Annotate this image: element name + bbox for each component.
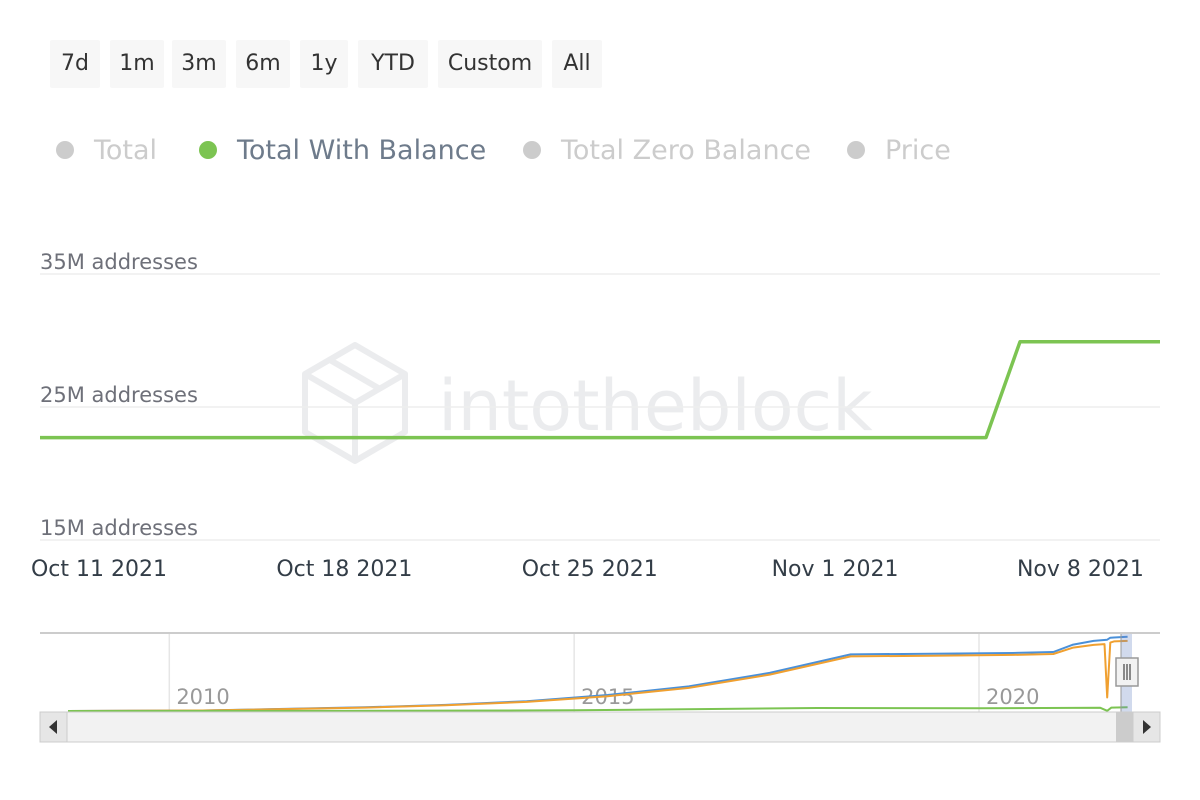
range-button-all[interactable]: All (552, 40, 602, 88)
legend-marker-icon (56, 141, 74, 159)
legend-item-price[interactable]: Price (847, 128, 951, 172)
legend-item-total-with-balance[interactable]: Total With Balance (199, 128, 486, 172)
scrollbar-thumb[interactable] (1116, 712, 1133, 742)
legend-item-total[interactable]: Total (56, 128, 157, 172)
x-tick-label: Oct 25 2021 (522, 557, 658, 582)
x-tick-label: Oct 11 2021 (31, 557, 167, 582)
range-button-7d[interactable]: 7d (50, 40, 100, 88)
watermark-text: intotheblock (438, 365, 873, 447)
navigator: 2010 2015 2020 (40, 632, 1160, 712)
legend-item-total-zero-balance[interactable]: Total Zero Balance (523, 128, 811, 172)
legend-marker-icon (199, 141, 217, 159)
y-tick-label: 15M addresses (40, 516, 198, 540)
navigator-year-label: 2020 (986, 685, 1039, 709)
arrow-right-icon (1143, 720, 1151, 734)
range-button-6m[interactable]: 6m (236, 40, 290, 88)
x-tick-label: Oct 18 2021 (276, 557, 412, 582)
y-tick-label: 35M addresses (40, 250, 198, 274)
scrollbar-track[interactable] (39, 711, 1161, 743)
navigator-handle[interactable] (1115, 657, 1139, 687)
legend-label: Total Zero Balance (561, 134, 812, 166)
navigator-series-total-zero-balance (67, 639, 1128, 712)
x-tick-label: Nov 1 2021 (772, 557, 899, 582)
range-button-ytd[interactable]: YTD (358, 40, 428, 88)
navigator-year-label: 2010 (176, 685, 229, 709)
range-button-1m[interactable]: 1m (110, 40, 164, 88)
legend-label: Price (885, 134, 951, 166)
scrollbar[interactable] (39, 711, 1161, 743)
range-button-3m[interactable]: 3m (172, 40, 226, 88)
series-line-total-with-balance (40, 340, 1160, 440)
watermark: intotheblock (302, 342, 873, 464)
legend: Total Total With Balance Total Zero Balanc… (0, 128, 1200, 172)
legend-label: Total (94, 134, 158, 166)
legend-label: Total With Balance (237, 134, 487, 166)
range-button-1y[interactable]: 1y (300, 40, 348, 88)
navigator-series-total-with-balance (67, 706, 1128, 712)
range-button-custom[interactable]: Custom (438, 40, 542, 88)
arrow-left-icon (49, 720, 57, 734)
watermark-logo-icon (302, 342, 408, 464)
legend-marker-icon (523, 141, 541, 159)
y-tick-label: 25M addresses (40, 383, 198, 407)
legend-marker-icon (847, 141, 865, 159)
x-tick-label: Nov 8 2021 (1017, 557, 1144, 582)
